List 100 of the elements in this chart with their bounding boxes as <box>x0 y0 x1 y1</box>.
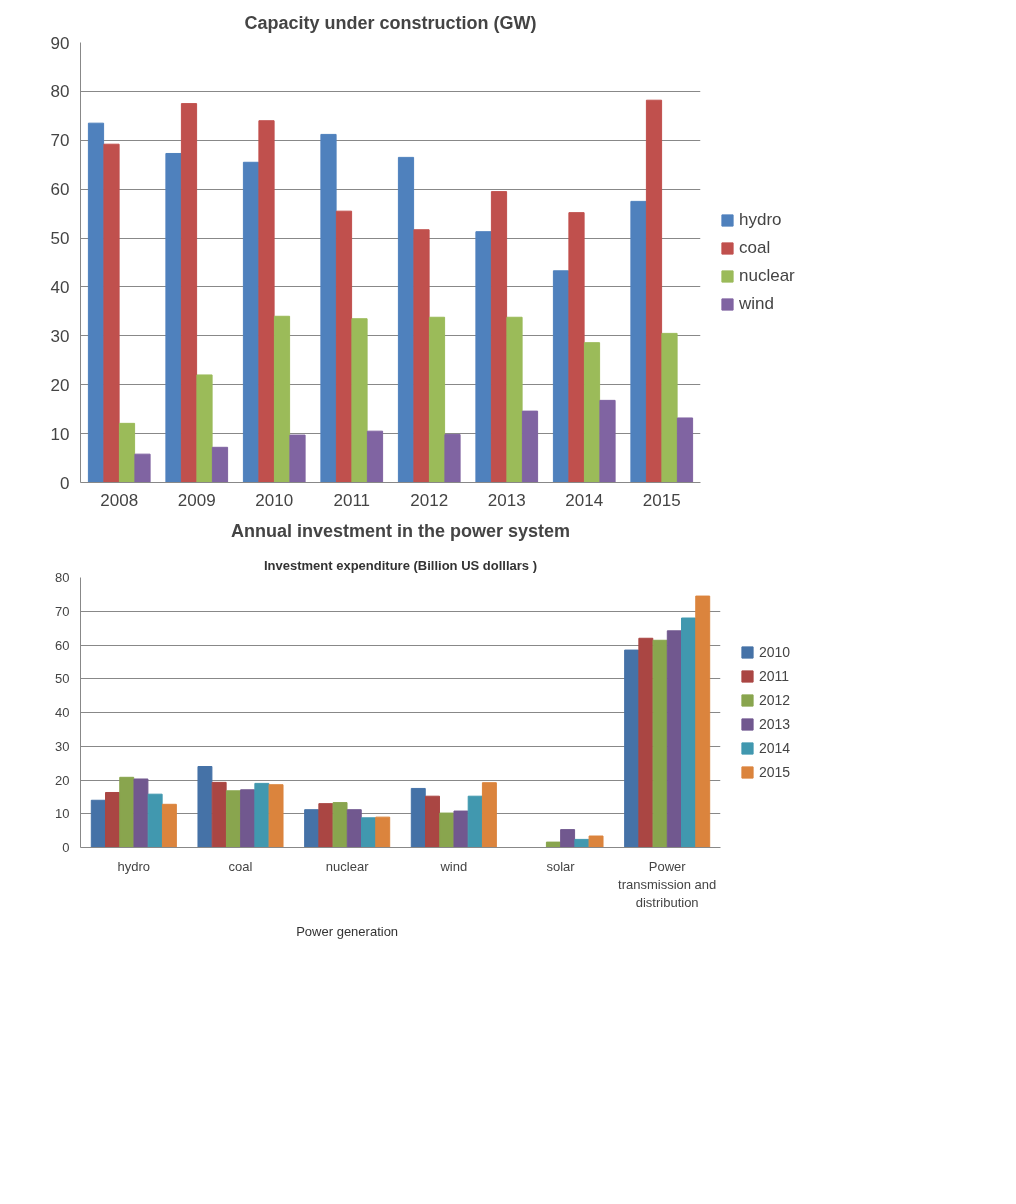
bar <box>118 422 136 483</box>
chart-subtitle: Investment expenditure (Billion US dolllars ) <box>263 557 538 573</box>
bar <box>552 270 570 483</box>
bar <box>439 812 455 848</box>
bar <box>652 639 668 848</box>
y-tick-label: 60 <box>55 637 70 653</box>
bar <box>133 778 149 848</box>
legend-label: 2010 <box>759 644 791 660</box>
x-tick-label: nuclear <box>325 858 370 874</box>
bar <box>268 784 284 848</box>
bar <box>624 649 640 848</box>
x-tick-label: 2015 <box>642 490 681 510</box>
text: Power generation <box>296 923 399 939</box>
bar <box>105 791 120 848</box>
bar <box>366 430 384 483</box>
bar <box>568 212 585 483</box>
y-tick-label: 50 <box>55 671 70 687</box>
bar <box>332 802 348 848</box>
bar <box>661 332 678 483</box>
bar <box>196 374 213 483</box>
y-tick-label: 60 <box>50 180 70 200</box>
bar <box>588 835 604 848</box>
bar <box>320 133 337 483</box>
chart-title: Capacity under construction (GW) <box>244 12 537 33</box>
x-tick-label: 2012 <box>410 490 449 510</box>
bar <box>467 795 483 848</box>
legend-label: wind <box>739 294 774 314</box>
bar <box>87 122 105 483</box>
bar <box>346 809 362 848</box>
x-tick-label: 2009 <box>177 490 216 510</box>
x-tick-label: 2011 <box>333 490 371 510</box>
bar <box>506 316 523 483</box>
legend-label: 2013 <box>759 716 791 732</box>
bar <box>397 156 415 483</box>
bar <box>630 200 647 483</box>
bar <box>410 787 426 848</box>
legend-label: 2015 <box>759 764 791 780</box>
y-tick-label: 40 <box>55 705 70 720</box>
bar <box>481 782 497 848</box>
bar <box>490 191 508 483</box>
bar <box>645 99 663 483</box>
x-tick-label: 2013 <box>487 490 526 510</box>
bar <box>425 795 440 848</box>
chart-title: Annual investment in the power system <box>230 520 571 541</box>
bar <box>318 803 334 848</box>
bar <box>676 417 694 483</box>
x-tick-label: Power transmission and distribution <box>618 858 717 910</box>
y-tick-label: 90 <box>50 33 70 53</box>
bar <box>638 637 654 848</box>
bar <box>147 793 163 848</box>
bar <box>666 630 682 848</box>
bar <box>413 229 430 483</box>
bar <box>254 782 270 848</box>
bar <box>90 799 106 848</box>
x-tick-label: 2014 <box>565 490 604 510</box>
bar <box>180 103 198 483</box>
bar <box>545 841 561 848</box>
x-tick-label: solar <box>546 858 576 874</box>
bar <box>453 810 469 848</box>
bar <box>165 152 182 483</box>
bar <box>197 766 213 848</box>
bar <box>521 410 539 483</box>
bar <box>258 120 275 483</box>
y-tick-label: 80 <box>55 570 70 585</box>
y-tick-label: 20 <box>50 375 70 395</box>
bar <box>240 789 256 848</box>
y-tick-label: 10 <box>55 806 70 822</box>
y-tick-label: 30 <box>55 738 70 754</box>
legend-label: 2011 <box>759 668 790 684</box>
bar <box>225 790 241 848</box>
bar <box>695 595 711 848</box>
bar <box>273 315 291 483</box>
bar <box>428 316 446 483</box>
legend-label: coal <box>739 238 771 258</box>
bar <box>335 210 353 483</box>
y-tick-label: 0 <box>62 840 70 855</box>
bar <box>211 781 227 848</box>
bar <box>134 453 151 483</box>
bar <box>681 617 696 848</box>
legend-label: 2014 <box>759 740 791 756</box>
y-tick-label: 0 <box>60 473 70 493</box>
x-tick-label: wind <box>439 858 468 874</box>
bar <box>161 803 177 848</box>
bar <box>361 817 376 848</box>
bar <box>351 318 368 483</box>
y-tick-label: 80 <box>50 82 70 102</box>
x-tick-label: 2008 <box>100 490 139 510</box>
bar <box>289 434 306 483</box>
bar <box>560 829 576 848</box>
x-tick-label: coal <box>228 858 253 874</box>
bar <box>211 446 229 483</box>
bar <box>599 399 616 483</box>
y-tick-label: 10 <box>50 424 70 444</box>
x-tick-label: hydro <box>117 858 151 874</box>
bar <box>583 342 601 483</box>
y-tick-label: 70 <box>55 603 70 619</box>
y-tick-label: 20 <box>55 772 70 788</box>
bar <box>119 776 135 848</box>
bar <box>103 143 120 483</box>
y-tick-label: 30 <box>50 326 70 346</box>
